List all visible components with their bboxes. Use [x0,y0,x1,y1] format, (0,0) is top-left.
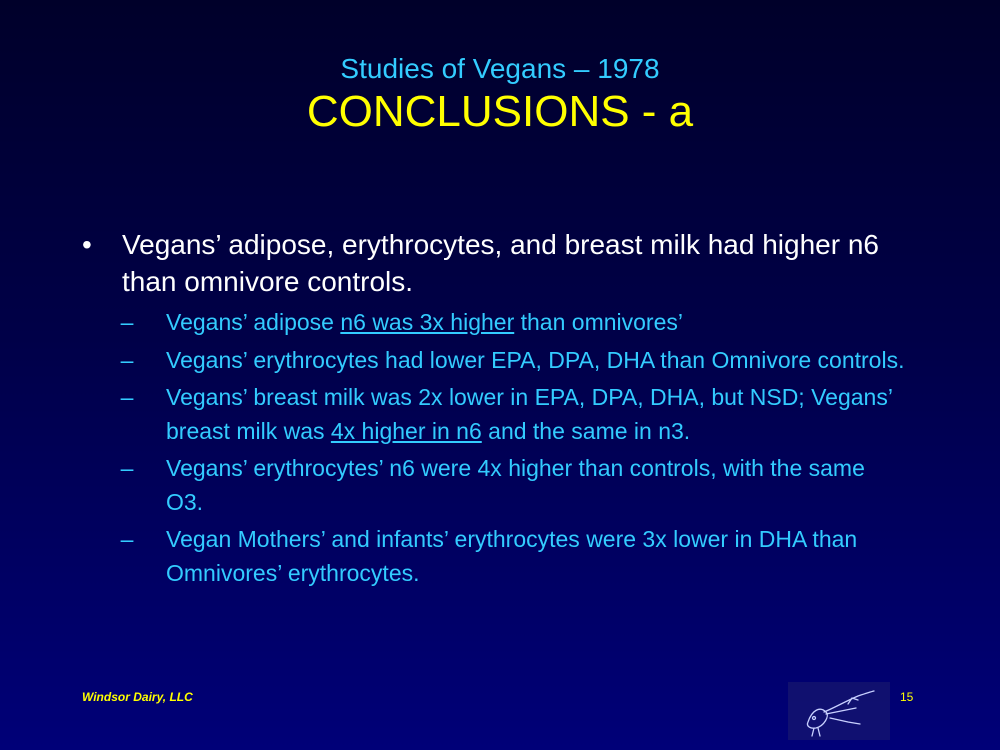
dash-marker: – [120,384,134,410]
underlined-text: 4x higher in n6 [330,417,482,444]
sub-bullet-text: Vegans’ breast milk was 2x lower in EPA,… [166,381,906,448]
slide-subtitle: Studies of Vegans – 1978 [340,53,660,84]
dash-marker: – [120,455,134,481]
sub-bullet-text: Vegan Mothers’ and infants’ erythrocytes… [166,526,858,586]
underlined-text: n6 was 3x higher [340,309,515,335]
title-block: Studies of Vegans – 1978 CONCLUSIONS - a [0,52,1000,137]
sub-bullet-text: Vegans’ adipose n6 was 3x higher than om… [166,306,906,340]
bird-sketch-logo-icon [788,682,890,740]
sub-bullet-list: – Vegans’ adipose n6 was 3x higher than … [82,306,942,590]
bullet-marker: • [82,229,92,260]
sub-bullet-item: – Vegans’ breast milk was 2x lower in EP… [82,381,942,448]
text-segment: and the same in n3. [481,417,691,444]
dash-marker: – [120,526,134,552]
sub-bullet-item: – Vegans’ erythrocytes’ n6 were 4x highe… [82,452,942,519]
text-segment: Vegans’ breast milk was 2x lower in EPA,… [166,384,893,444]
bullet-text: Vegans’ adipose, erythrocytes, and breas… [122,229,879,297]
text-segment: than omnivores’ [514,309,683,335]
slide-number: 15 [900,690,914,704]
slide-content: • Vegans’ adipose, erythrocytes, and bre… [82,226,942,594]
sub-bullet-text: Vegans’ erythrocytes’ n6 were 4x higher … [166,455,865,515]
sub-bullet-text: Vegans’ erythrocytes had lower EPA, DPA,… [166,346,905,373]
sub-bullet-item: – Vegans’ erythrocytes had lower EPA, DP… [82,344,942,378]
text-segment: Vegans’ adipose [166,309,341,335]
footer-company: Windsor Dairy, LLC [82,690,193,704]
bird-sketch-drawing [806,690,875,737]
sub-bullet-item: – Vegan Mothers’ and infants’ erythrocyt… [82,523,942,590]
slide-title: CONCLUSIONS - a [306,87,694,136]
dash-marker: – [120,346,134,373]
sub-bullet-item: – Vegans’ adipose n6 was 3x higher than … [82,306,942,340]
bullet-item: • Vegans’ adipose, erythrocytes, and bre… [82,226,942,300]
dash-marker: – [120,309,134,335]
